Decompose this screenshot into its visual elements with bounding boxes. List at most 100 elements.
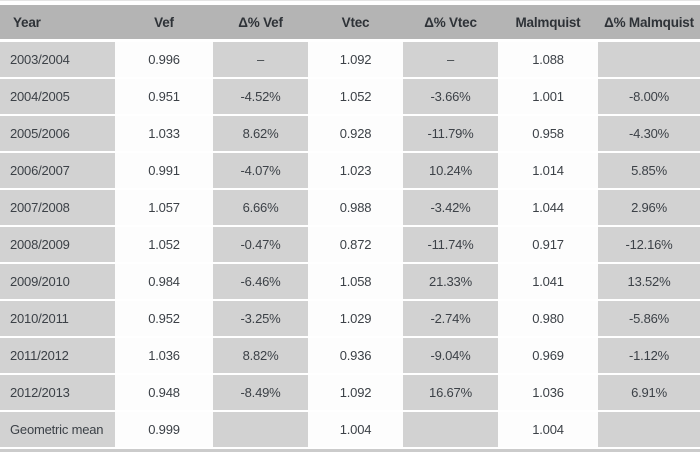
cell-delta-malmquist <box>598 40 700 79</box>
column-header-delta-vef: Δ% Vef <box>213 5 308 42</box>
cell-malmquist: 1.036 <box>498 374 598 412</box>
cell-malmquist: 0.980 <box>498 300 598 338</box>
cell-delta-vef: 6.66% <box>213 189 308 227</box>
cell-delta-malmquist: -8.00% <box>598 78 700 116</box>
column-header-delta-malmquist: Δ% Malmquist <box>598 5 700 42</box>
cell-delta-malmquist: -12.16% <box>598 226 700 264</box>
cell-delta-vef: -3.25% <box>213 300 308 338</box>
cell-delta-vtec: -2.74% <box>403 300 498 338</box>
cell-vef: 0.948 <box>115 374 213 412</box>
cell-malmquist: 0.917 <box>498 226 598 264</box>
table-row: 2010/2011 0.952 -3.25% 1.029 -2.74% 0.980 -5.8… <box>0 300 700 338</box>
cell-vef: 1.057 <box>115 189 213 227</box>
cell-vef: 0.996 <box>115 40 213 79</box>
cell-year: 2009/2010 <box>0 263 115 301</box>
cell-delta-malmquist: 5.85% <box>598 152 700 190</box>
cell-vtec: 1.058 <box>308 263 403 301</box>
cell-vtec: 1.092 <box>308 40 403 79</box>
cell-year: 2004/2005 <box>0 78 115 116</box>
cell-delta-vtec: – <box>403 40 498 79</box>
column-header-malmquist: Malmquist <box>498 5 598 42</box>
cell-malmquist: 1.088 <box>498 40 598 79</box>
cell-vef: 1.052 <box>115 226 213 264</box>
cell-year: 2005/2006 <box>0 115 115 153</box>
column-header-delta-vtec: Δ% Vtec <box>403 5 498 42</box>
table-row: 2003/2004 0.996–1.092–1.088 <box>0 40 700 79</box>
cell-year: 2008/2009 <box>0 226 115 264</box>
cell-delta-vtec: -11.74% <box>403 226 498 264</box>
table-row: 2005/2006 1.033 8.62% 0.928 -11.79% 0.958 -4.3… <box>0 115 700 153</box>
cell-vtec: 1.004 <box>308 411 403 449</box>
cell-year: Geometric mean <box>0 411 115 449</box>
cell-delta-vef: -8.49% <box>213 374 308 412</box>
cell-delta-vef: 8.62% <box>213 115 308 153</box>
table-row: 2009/2010 0.984 -6.46% 1.058 21.33% 1.041 13.5… <box>0 263 700 301</box>
table-header: Year Vef Δ% Vef Vtec Δ% Vtec Malmquist Δ… <box>0 5 700 42</box>
table-row: 2007/2008 1.057 6.66% 0.988 -3.42% 1.044 2.96% <box>0 189 700 227</box>
cell-vef: 0.952 <box>115 300 213 338</box>
table-row: 2004/2005 0.951 -4.52% 1.052 -3.66% 1.001 -8.0… <box>0 78 700 116</box>
cell-malmquist: 0.969 <box>498 337 598 375</box>
column-header-vef: Vef <box>115 5 213 42</box>
cell-delta-malmquist: -1.12% <box>598 337 700 375</box>
table-row: 2012/2013 0.948 -8.49% 1.092 16.67% 1.036 6.91… <box>0 374 700 412</box>
cell-delta-vef: 8.82% <box>213 337 308 375</box>
malmquist-results-table: Year Vef Δ% Vef Vtec Δ% Vtec Malmquist Δ… <box>0 5 700 449</box>
cell-vtec: 1.052 <box>308 78 403 116</box>
cell-delta-vtec: -11.79% <box>403 115 498 153</box>
cell-delta-malmquist: -5.86% <box>598 300 700 338</box>
cell-delta-vef: -4.52% <box>213 78 308 116</box>
cell-delta-vef: – <box>213 40 308 79</box>
cell-delta-malmquist <box>598 411 700 449</box>
cell-delta-vef <box>213 411 308 449</box>
column-header-vtec: Vtec <box>308 5 403 42</box>
table-row: 2006/2007 0.991 -4.07% 1.023 10.24% 1.014 5.85… <box>0 152 700 190</box>
cell-vtec: 1.023 <box>308 152 403 190</box>
cell-delta-malmquist: 2.96% <box>598 189 700 227</box>
cell-delta-vtec: -9.04% <box>403 337 498 375</box>
cell-vtec: 1.029 <box>308 300 403 338</box>
table-row: Geometric mean 0.999 1.004 1.004 <box>0 411 700 449</box>
cell-vtec: 0.872 <box>308 226 403 264</box>
cell-malmquist: 0.958 <box>498 115 598 153</box>
cell-vtec: 1.092 <box>308 374 403 412</box>
column-header-year: Year <box>0 5 115 42</box>
cell-year: 2012/2013 <box>0 374 115 412</box>
cell-delta-malmquist: -4.30% <box>598 115 700 153</box>
cell-year: 2003/2004 <box>0 40 115 79</box>
cell-vef: 1.036 <box>115 337 213 375</box>
cell-malmquist: 1.001 <box>498 78 598 116</box>
cell-malmquist: 1.004 <box>498 411 598 449</box>
cell-delta-vtec: 21.33% <box>403 263 498 301</box>
cell-delta-vtec: 10.24% <box>403 152 498 190</box>
cell-vef: 0.951 <box>115 78 213 116</box>
cell-malmquist: 1.044 <box>498 189 598 227</box>
header-row: Year Vef Δ% Vef Vtec Δ% Vtec Malmquist Δ… <box>0 5 700 42</box>
cell-delta-vef: -4.07% <box>213 152 308 190</box>
cell-vef: 0.991 <box>115 152 213 190</box>
table-row: 2008/2009 1.052 -0.47% 0.872 -11.74% 0.917 -12… <box>0 226 700 264</box>
cell-delta-vtec <box>403 411 498 449</box>
cell-malmquist: 1.041 <box>498 263 598 301</box>
cell-delta-vef: -0.47% <box>213 226 308 264</box>
cell-vef: 1.033 <box>115 115 213 153</box>
cell-malmquist: 1.014 <box>498 152 598 190</box>
table-body: 2003/2004 0.996–1.092–1.088 2004/2005 0.951… <box>0 40 700 449</box>
cell-vef: 0.984 <box>115 263 213 301</box>
cell-delta-malmquist: 13.52% <box>598 263 700 301</box>
cell-delta-vtec: 16.67% <box>403 374 498 412</box>
table-row: 2011/2012 1.036 8.82% 0.936 -9.04% 0.969 -1.12… <box>0 337 700 375</box>
cell-vef: 0.999 <box>115 411 213 449</box>
cell-delta-vtec: -3.66% <box>403 78 498 116</box>
cell-vtec: 0.928 <box>308 115 403 153</box>
cell-year: 2006/2007 <box>0 152 115 190</box>
cell-year: 2011/2012 <box>0 337 115 375</box>
cell-delta-vtec: -3.42% <box>403 189 498 227</box>
cell-vtec: 0.988 <box>308 189 403 227</box>
cell-delta-malmquist: 6.91% <box>598 374 700 412</box>
cell-year: 2007/2008 <box>0 189 115 227</box>
cell-vtec: 0.936 <box>308 337 403 375</box>
cell-delta-vef: -6.46% <box>213 263 308 301</box>
cell-year: 2010/2011 <box>0 300 115 338</box>
